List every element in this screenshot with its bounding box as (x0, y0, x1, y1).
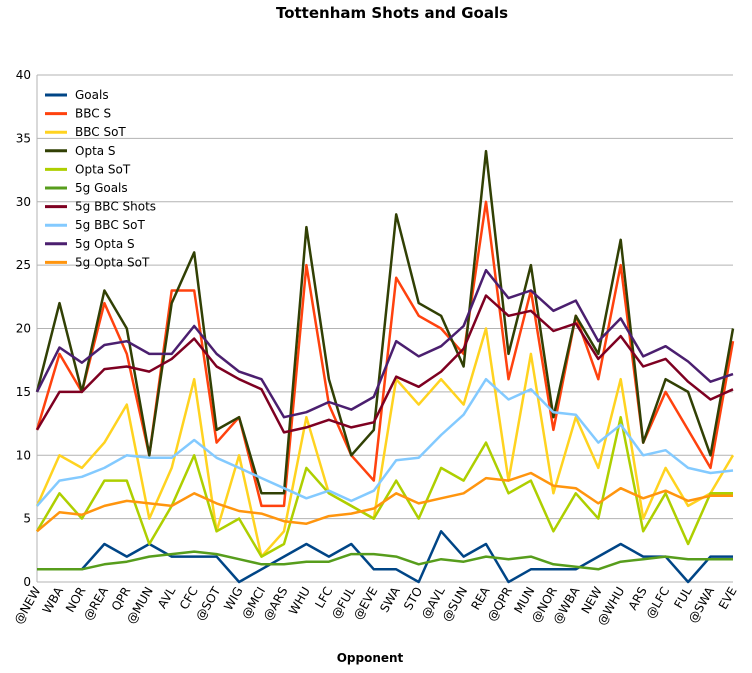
chart-title: Tottenham Shots and Goals (276, 4, 508, 22)
x-axis-label: Opponent (337, 651, 404, 665)
legend-label: BBC S (75, 107, 111, 121)
legend-label: Opta SoT (75, 162, 131, 176)
legend-label: Opta S (75, 144, 116, 158)
y-tick-label: 35 (16, 131, 31, 145)
legend-label: 5g BBC SoT (75, 218, 145, 232)
x-tick-label: EVE (716, 585, 740, 612)
series-line (35, 327, 735, 558)
x-tick-label: SWA (377, 584, 403, 615)
y-tick-label: 20 (16, 322, 31, 336)
x-tick-label: WBA (40, 584, 67, 616)
y-tick-label: 0 (23, 575, 31, 589)
y-tick-label: 15 (16, 385, 31, 399)
legend-label: 5g Opta SoT (75, 255, 150, 269)
y-tick-label: 5 (23, 512, 31, 526)
x-tick-label: @LFC (643, 585, 672, 621)
legend-label: 5g BBC Shots (75, 200, 156, 214)
series-line (37, 550, 733, 571)
legend-label: 5g Opta S (75, 237, 135, 251)
x-tick-label: @NEW (11, 584, 43, 626)
x-tick-label: @REA (81, 584, 112, 623)
x-tick-label: AVL (155, 584, 178, 611)
series-line (35, 415, 733, 558)
y-tick-label: 25 (16, 258, 31, 272)
x-tick-label: WHU (286, 585, 313, 618)
series-line (36, 377, 734, 507)
series-line (36, 471, 733, 533)
series-line (35, 294, 734, 434)
series-line (35, 268, 734, 419)
legend-label: 5g Goals (75, 181, 128, 195)
legend-label: BBC SoT (75, 125, 126, 139)
series-line (35, 149, 735, 495)
y-tick-label: 40 (16, 68, 31, 82)
y-tick-label: 10 (16, 448, 31, 462)
series-line (37, 530, 733, 584)
y-tick-label: 30 (16, 195, 31, 209)
legend-label: Goals (75, 88, 109, 102)
